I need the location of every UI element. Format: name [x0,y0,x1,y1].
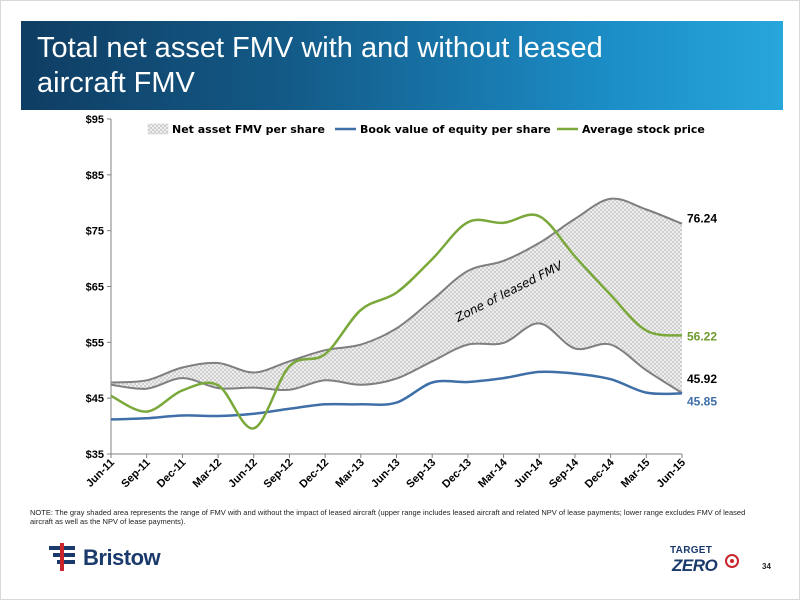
bristow-logo: Bristow [47,542,177,572]
y-tick-label: $65 [86,282,104,294]
legend-swatch-band [147,123,169,135]
title-band: Total net asset FMV with and without lea… [21,21,783,110]
chart-area: $35 $45 $55 $65 $75 $85 $95 Jun-11 Sep-11 Dec-11 M… [21,110,783,508]
y-tick-label: $75 [86,226,104,238]
target-icon [725,554,739,568]
legend-label-band: Net asset FMV per share [172,123,325,136]
logo-text: Bristow [83,545,161,570]
fmv-band-upper-line [110,197,683,384]
x-tick-label: Jun-11 [84,457,117,490]
x-tick-label: Sep-12 [262,457,296,491]
y-tick-label: $85 [86,170,104,182]
x-tick-label: Jun-12 [226,457,260,491]
stock-price-line [110,213,683,430]
x-tick-label: Mar-13 [333,457,367,491]
x-tick-label: Sep-14 [547,456,582,491]
x-tick-label: Jun-15 [655,457,689,491]
y-tick-label: $95 [86,114,104,126]
x-tick-label: Sep-13 [404,457,438,491]
x-tick-label: Dec-13 [440,457,474,491]
x-tick-label: Mar-15 [619,457,653,491]
bristow-logo-mark-icon [49,543,75,571]
y-tick-label: $55 [86,337,104,349]
fmv-band-lower-line [110,322,683,394]
page-number: 34 [762,562,771,571]
legend-label-book-value: Book value of equity per share [360,123,551,136]
x-tick-label: Dec-14 [583,456,618,491]
target-zero-logo: TARGET ZERO [670,545,740,579]
target-zero-bottom: ZERO [672,556,718,575]
fmv-band-area [111,198,682,393]
x-tick-label: Dec-12 [297,457,331,491]
y-tick-label: $35 [86,449,104,461]
x-tick-label: Jun-14 [512,456,546,490]
footnote: NOTE: The gray shaded area represents th… [30,508,746,526]
end-label-band-lower: 45.92 [687,372,717,386]
x-tick-label: Dec-11 [155,457,189,491]
book-value-line [110,370,683,421]
slide-title: Total net asset FMV with and without lea… [37,32,603,99]
x-tick-label: Mar-12 [191,457,225,491]
x-tick-label: Jun-13 [369,457,403,491]
target-zero-top: TARGET [670,545,713,556]
y-tick-label: $45 [86,393,104,405]
legend-label-stock-price: Average stock price [582,123,705,136]
end-label-stock-price: 56.22 [687,330,717,344]
x-tick-label: Sep-11 [119,457,153,491]
end-label-band-upper: 76.24 [687,212,717,226]
end-label-book-value: 45.85 [687,394,717,408]
x-tick-label: Mar-14 [476,456,510,490]
